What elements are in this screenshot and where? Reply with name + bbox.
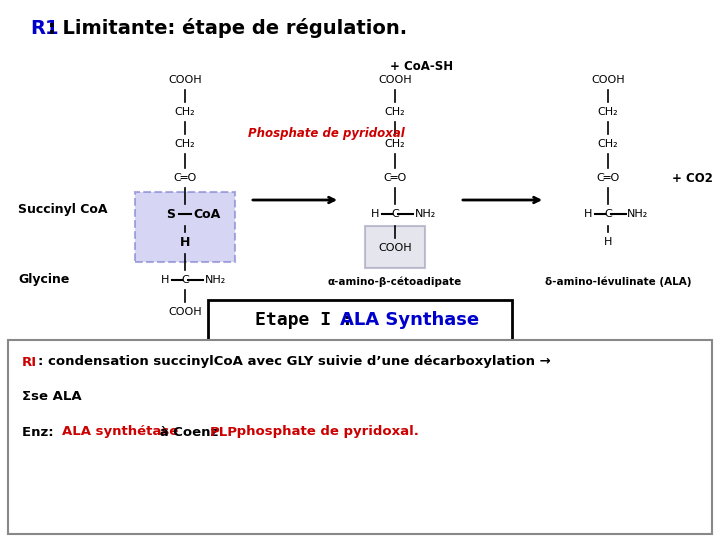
Text: CH₂: CH₂ bbox=[384, 139, 405, 149]
Text: : condensation succinylCoA avec GLY suivie d’une décarboxylation →: : condensation succinylCoA avec GLY suiv… bbox=[38, 355, 551, 368]
Text: à Coenz: à Coenz bbox=[155, 426, 223, 438]
Text: COOH: COOH bbox=[168, 75, 202, 85]
Text: Enz:: Enz: bbox=[22, 426, 63, 438]
Text: Phosphate de pyridoxal: Phosphate de pyridoxal bbox=[248, 127, 405, 140]
Text: phosphate de pyridoxal.: phosphate de pyridoxal. bbox=[232, 426, 419, 438]
FancyBboxPatch shape bbox=[135, 192, 235, 262]
Text: NH₂: NH₂ bbox=[627, 209, 649, 219]
Text: COOH: COOH bbox=[591, 75, 625, 85]
Text: C═O: C═O bbox=[596, 173, 620, 183]
Text: CH₂: CH₂ bbox=[598, 139, 618, 149]
Text: C: C bbox=[604, 209, 612, 219]
Text: NH₂: NH₂ bbox=[204, 275, 225, 285]
Text: Succinyl CoA: Succinyl CoA bbox=[18, 202, 107, 215]
Text: H: H bbox=[584, 209, 592, 219]
Text: ALA synthétase: ALA synthétase bbox=[62, 426, 179, 438]
Text: CH₂: CH₂ bbox=[175, 139, 195, 149]
Text: H: H bbox=[161, 275, 169, 285]
Text: + CoA-SH: + CoA-SH bbox=[390, 59, 453, 72]
FancyBboxPatch shape bbox=[365, 226, 425, 268]
FancyBboxPatch shape bbox=[8, 340, 712, 534]
Text: NH₂: NH₂ bbox=[415, 209, 436, 219]
FancyBboxPatch shape bbox=[208, 300, 512, 340]
Text: C: C bbox=[391, 209, 399, 219]
Text: S: S bbox=[166, 207, 176, 220]
Text: CH₂: CH₂ bbox=[384, 107, 405, 117]
Text: CoA: CoA bbox=[194, 207, 220, 220]
Text: C═O: C═O bbox=[174, 173, 197, 183]
Text: COOH: COOH bbox=[378, 75, 412, 85]
Text: H: H bbox=[180, 235, 190, 248]
Text: δ-amino-lévulinate (ALA): δ-amino-lévulinate (ALA) bbox=[545, 276, 691, 287]
Text: RI: RI bbox=[22, 355, 37, 368]
Text: : Limitante: étape de régulation.: : Limitante: étape de régulation. bbox=[48, 18, 407, 38]
Text: R1: R1 bbox=[30, 18, 58, 37]
Text: Glycine: Glycine bbox=[18, 273, 69, 287]
Text: COOH: COOH bbox=[378, 243, 412, 253]
Text: COOH: COOH bbox=[168, 307, 202, 317]
Text: + CO2: + CO2 bbox=[672, 172, 713, 185]
Text: Etape I :: Etape I : bbox=[255, 311, 364, 329]
Text: ALA Synthase: ALA Synthase bbox=[340, 311, 479, 329]
Text: C═O: C═O bbox=[383, 173, 407, 183]
Text: α-amino-β-cétoadipate: α-amino-β-cétoadipate bbox=[328, 276, 462, 287]
Text: PLP: PLP bbox=[210, 426, 238, 438]
Text: H: H bbox=[371, 209, 379, 219]
Text: CH₂: CH₂ bbox=[175, 107, 195, 117]
Text: Σse ALA: Σse ALA bbox=[22, 390, 81, 403]
Text: H: H bbox=[604, 237, 612, 247]
Text: C: C bbox=[181, 275, 189, 285]
Text: CH₂: CH₂ bbox=[598, 107, 618, 117]
